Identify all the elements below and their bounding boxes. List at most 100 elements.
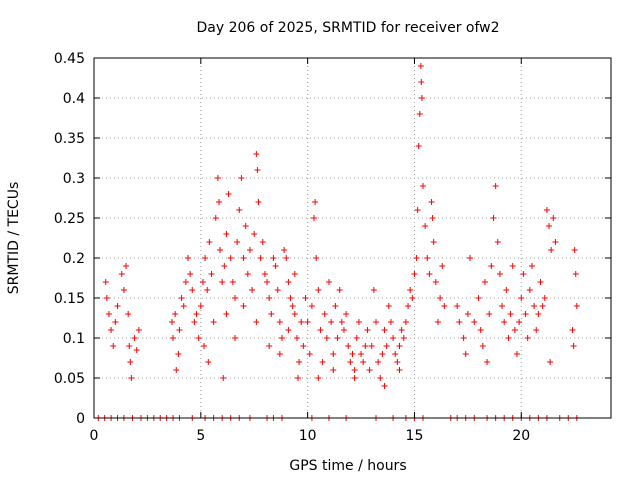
data-point (120, 287, 127, 293)
data-point (306, 351, 313, 357)
data-point (272, 263, 279, 269)
grid-lines (94, 57, 611, 418)
data-point (349, 351, 356, 357)
data-point (430, 239, 437, 245)
data-point (572, 271, 579, 277)
data-point (114, 303, 121, 309)
data-point (516, 319, 523, 325)
data-point (541, 295, 548, 301)
data-point (295, 375, 302, 381)
data-point (191, 319, 198, 325)
data-point (550, 215, 557, 221)
data-point (227, 255, 234, 261)
data-point (266, 343, 273, 349)
data-point (340, 327, 347, 333)
data-point (509, 263, 516, 269)
data-point (413, 255, 420, 261)
data-point (311, 215, 318, 221)
data-point (251, 231, 258, 237)
data-point (392, 351, 399, 357)
data-point (394, 359, 401, 365)
data-point (518, 295, 525, 301)
data-point (266, 295, 273, 301)
data-point (313, 255, 320, 261)
data-point (402, 319, 409, 325)
data-point (240, 303, 247, 309)
data-point (296, 359, 303, 365)
data-point (328, 319, 335, 325)
data-point (323, 335, 330, 341)
data-point (364, 327, 371, 333)
data-point (569, 327, 576, 333)
data-point (488, 263, 495, 269)
data-point (418, 95, 425, 101)
data-point (244, 271, 251, 277)
data-point (180, 303, 187, 309)
data-point (217, 247, 224, 253)
data-point (484, 359, 491, 365)
data-point (377, 375, 384, 381)
data-point (103, 295, 110, 301)
data-point (210, 319, 217, 325)
data-point (281, 247, 288, 253)
data-point (199, 279, 206, 285)
data-point (353, 335, 360, 341)
data-point (125, 311, 132, 317)
data-point (415, 143, 422, 149)
plot-frame (93, 57, 612, 419)
data-point (347, 359, 354, 365)
data-point (505, 335, 512, 341)
data-point (133, 347, 140, 353)
data-point (312, 199, 319, 205)
data-point (173, 367, 180, 373)
data-point (546, 223, 553, 229)
data-point (336, 287, 343, 293)
data-point (317, 327, 324, 333)
data-point (454, 303, 461, 309)
data-point (471, 319, 478, 325)
data-point (276, 319, 283, 325)
data-point (426, 271, 433, 277)
y-tick-label: 0.1 (63, 331, 85, 347)
data-point (332, 303, 339, 309)
data-point (238, 175, 245, 181)
data-point (490, 215, 497, 221)
data-point (131, 335, 138, 341)
data-point (422, 223, 429, 229)
data-point (522, 311, 529, 317)
x-tick-label: 20 (512, 428, 530, 444)
y-tick-label: 0.2 (63, 251, 85, 267)
data-point (255, 199, 262, 205)
y-tick-label: 0.3 (63, 171, 85, 187)
data-point (293, 335, 300, 341)
data-point (432, 279, 439, 285)
data-point (370, 287, 377, 293)
data-point (118, 271, 125, 277)
data-point (264, 279, 271, 285)
data-point (345, 343, 352, 349)
data-point (298, 319, 305, 325)
data-point (535, 311, 542, 317)
data-point (368, 343, 375, 349)
data-point (176, 327, 183, 333)
y-tick-label: 0.4 (63, 91, 85, 107)
data-point (462, 351, 469, 357)
data-point (242, 223, 249, 229)
data-point (287, 295, 294, 301)
y-tick-label: 0.25 (54, 211, 85, 227)
data-point (240, 255, 247, 261)
data-point (249, 287, 256, 293)
data-point (304, 319, 311, 325)
data-point (373, 319, 379, 325)
data-point (460, 335, 467, 341)
data-point (398, 327, 405, 333)
data-point (319, 359, 326, 365)
data-point (259, 239, 266, 245)
data-point (168, 319, 175, 325)
data-point (257, 255, 264, 261)
data-point (439, 263, 446, 269)
data-point (330, 351, 337, 357)
data-point (279, 335, 285, 341)
data-point (193, 311, 200, 317)
